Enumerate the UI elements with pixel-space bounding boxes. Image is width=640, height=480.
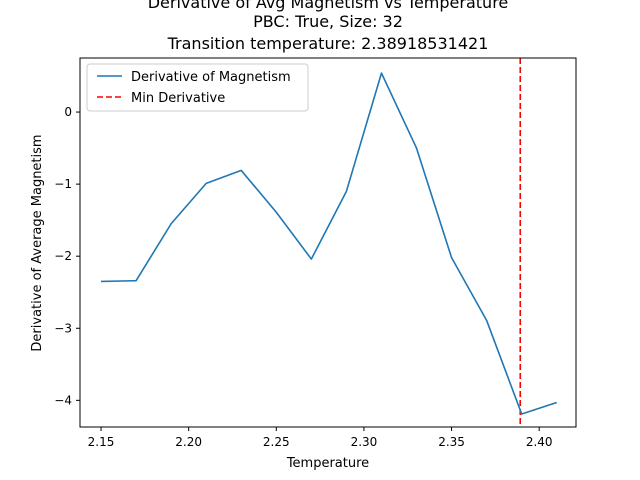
y-tick-label: −1 — [54, 177, 72, 191]
x-tick-label: 2.30 — [351, 435, 378, 449]
chart-title: Derivative of Avg Magnetism vs Temperatu… — [148, 0, 509, 53]
x-tick-label: 2.25 — [263, 435, 290, 449]
y-tick-label: −2 — [54, 249, 72, 263]
y-tick-label: 0 — [64, 105, 72, 119]
x-tick-label: 2.35 — [438, 435, 465, 449]
legend-label-vline: Min Derivative — [131, 91, 225, 106]
title-line-1: Derivative of Avg Magnetism vs Temperatu… — [148, 0, 509, 12]
title-line-3: Transition temperature: 2.38918531421 — [167, 34, 489, 53]
x-tick-label: 2.40 — [526, 435, 553, 449]
legend: Derivative of Magnetism Min Derivative — [86, 63, 309, 112]
legend-label-series: Derivative of Magnetism — [131, 70, 291, 85]
x-tick-label: 2.20 — [175, 435, 202, 449]
x-tick-label: 2.15 — [88, 435, 115, 449]
title-line-2: PBC: True, Size: 32 — [253, 12, 403, 31]
plot-area — [79, 57, 577, 428]
legend-box — [86, 63, 309, 112]
y-tick-label: −3 — [54, 321, 72, 335]
y-axis-ticks: 0 −1 −2 −3 −4 — [54, 105, 80, 407]
y-axis-label: Derivative of Average Magnetism — [30, 134, 45, 351]
series-layer — [101, 72, 557, 415]
x-axis-ticks: 2.15 2.20 2.25 2.30 2.35 2.40 — [88, 427, 553, 449]
plot-frame — [79, 57, 577, 428]
plot-background — [80, 58, 576, 427]
x-axis-label: Temperature — [286, 456, 369, 471]
y-tick-label: −4 — [54, 393, 72, 407]
series-line-0 — [101, 72, 557, 415]
